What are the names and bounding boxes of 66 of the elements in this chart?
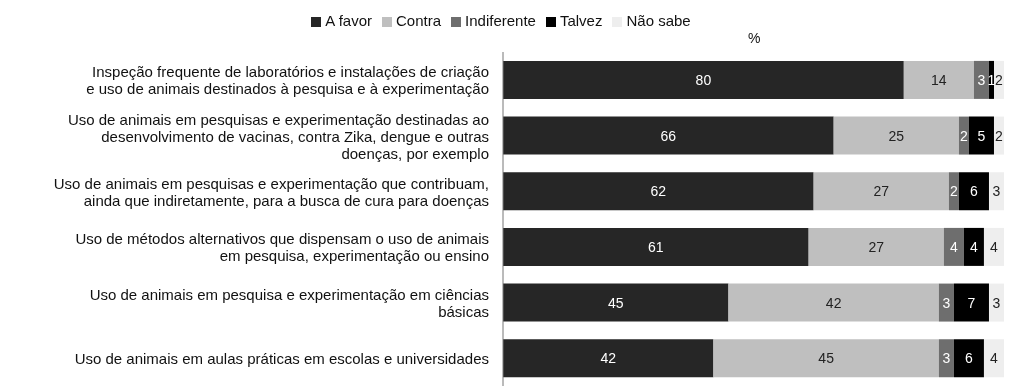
data-label: 27 — [873, 183, 890, 200]
bar — [503, 339, 714, 378]
legend-label: A favor — [325, 12, 373, 29]
data-label: 2 — [960, 127, 969, 144]
data-label: 25 — [888, 127, 905, 144]
bar — [813, 172, 949, 211]
data-label: 3 — [942, 294, 951, 311]
bar — [988, 283, 1004, 322]
bar — [503, 60, 904, 99]
bar — [973, 60, 989, 99]
data-label: 3 — [992, 294, 1001, 311]
bar — [903, 60, 974, 99]
data-label: 27 — [868, 238, 885, 255]
data-label: 62 — [650, 183, 667, 200]
bar — [983, 339, 1004, 378]
bar — [938, 283, 954, 322]
data-label: 2 — [995, 127, 1004, 144]
data-label: 45 — [818, 350, 835, 367]
y-tick-label: Uso de animais em pesquisa e experimentação em ciências básicas — [89, 285, 489, 320]
bar — [963, 227, 984, 266]
y-tick-label: Inspeção frequente de laboratórios e instalações de criação e uso de animais destinados à pesquisa e à experimentação — [86, 62, 489, 97]
y-tick-label: Uso de animais em pesquisas e experimentação destinadas ao desenvolvimento de vacinas, contra Zika, dengue e outras doenças, por exemplo — [67, 110, 489, 161]
legend-label: Não sabe — [626, 12, 691, 29]
bar — [988, 172, 1004, 211]
data-label: 4 — [950, 238, 958, 255]
data-label: 6 — [965, 350, 974, 367]
bar — [503, 227, 809, 266]
data-label: 4 — [990, 238, 999, 255]
bar — [943, 227, 964, 266]
data-label: 4 — [970, 238, 979, 255]
bar — [503, 283, 729, 322]
data-label: 5 — [977, 127, 986, 144]
bar — [968, 116, 994, 155]
data-label: 2 — [950, 183, 958, 200]
x-axis-title: % — [748, 30, 761, 46]
legend-label: Indiferente — [465, 12, 536, 29]
data-label: 3 — [977, 71, 986, 88]
y-tick-label: Uso de animais em pesquisas e experimentação que contribuam, ainda que indiretamente, para a busca de cura para doenças — [53, 174, 489, 209]
data-label: 3 — [992, 183, 1001, 200]
data-label: 7 — [967, 294, 976, 311]
bar — [958, 172, 989, 211]
bar — [833, 116, 959, 155]
bar — [503, 172, 814, 211]
bar — [953, 283, 989, 322]
data-label: 14 — [931, 71, 947, 88]
data-label: 80 — [695, 71, 712, 88]
bar — [503, 116, 834, 155]
data-label: 66 — [660, 127, 677, 144]
data-label: 61 — [648, 238, 664, 255]
data-label: 2 — [995, 71, 1004, 88]
data-label: 45 — [607, 294, 624, 311]
bar — [938, 339, 954, 378]
bar — [728, 283, 939, 322]
y-tick-label: Uso de animais em aulas práticas em escolas e universidades — [74, 349, 489, 367]
data-label: 4 — [990, 350, 999, 367]
bar — [953, 339, 984, 378]
data-label: 3 — [942, 350, 951, 367]
legend-label: Contra — [396, 12, 442, 29]
y-tick-label: Uso de métodos alternativos que dispensam o uso de animais em pesquisa, experimentação ou ensino — [75, 229, 489, 264]
data-label: 6 — [970, 183, 979, 200]
bar — [983, 227, 1004, 266]
data-label: 42 — [825, 294, 842, 311]
bar — [808, 227, 944, 266]
bar — [713, 339, 939, 378]
legend-label: Talvez — [559, 12, 603, 29]
data-label: 42 — [600, 350, 617, 367]
